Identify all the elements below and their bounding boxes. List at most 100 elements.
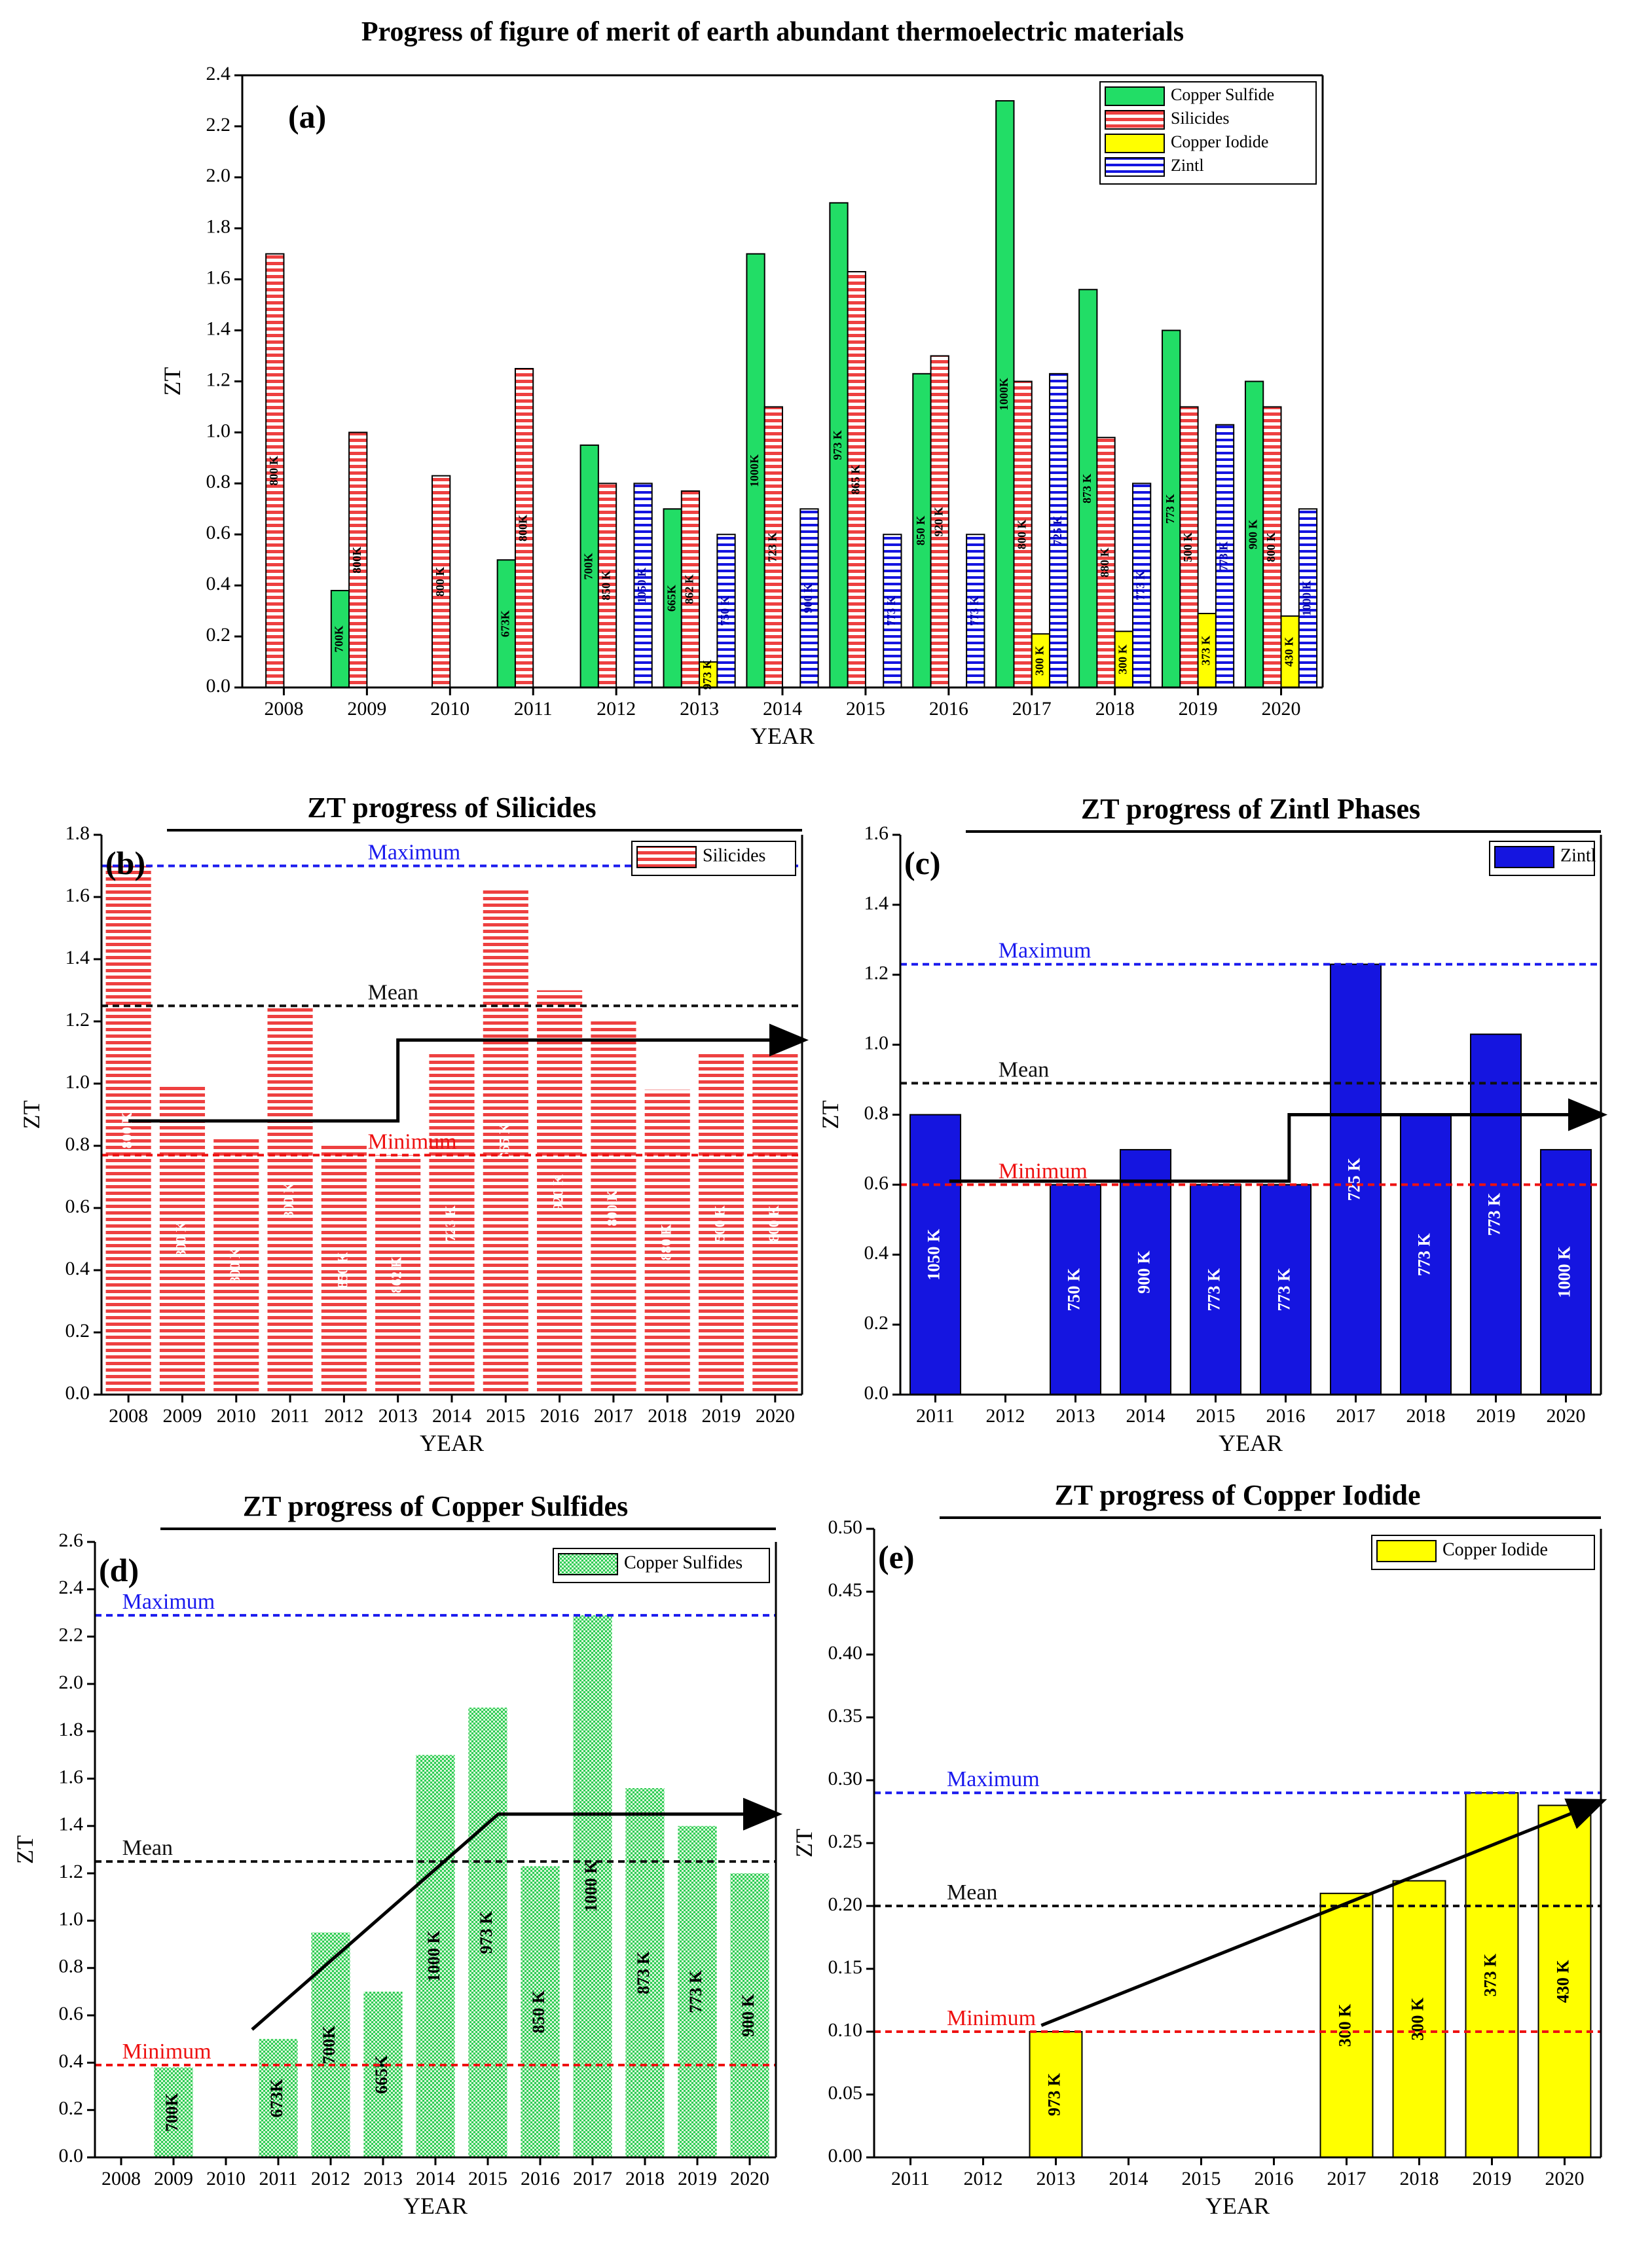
x-tick-label: 2012 (324, 1405, 363, 1427)
legend-swatch-zintl (1105, 157, 1165, 177)
bar-label: 800 K (119, 1112, 135, 1148)
x-tick-label: 2017 (594, 1405, 633, 1427)
y-tick-label: 0.35 (828, 1705, 863, 1727)
minimum-line-label: Minimum (368, 1129, 457, 1154)
bar-label: 300 K (1033, 646, 1046, 676)
y-tick-label: 1.8 (206, 216, 231, 238)
panel-a-all-materials: 700K 673K 700K 665K 1000K 973 K 850 K 1000K 873 … (159, 63, 1324, 749)
panel-d-copper-sulfides: ZT progress of Copper Sulfides 700K 673K 70… (12, 1490, 782, 2219)
x-axis-label: YEAR (420, 1430, 484, 1456)
x-tick-label: 2011 (891, 2168, 930, 2189)
y-tick-label: 1.2 (65, 1009, 90, 1031)
bar-label: 900 K (739, 1993, 758, 2037)
bar-label: 873 K (634, 1950, 653, 1994)
x-axis-label: YEAR (750, 723, 815, 749)
bar-copper_sulfide-2020 (730, 1873, 769, 2157)
bar-label: 973 K (1044, 2072, 1063, 2116)
bar-label: 750 K (718, 596, 731, 626)
y-tick-label: 0.2 (59, 2098, 84, 2119)
y-tick-label: 1.6 (864, 822, 889, 844)
y-tick-label: 0.20 (828, 1894, 863, 1915)
bar-label: 673K (498, 610, 511, 637)
bar-label: 673K (267, 2078, 286, 2117)
bar-label: 900 K (1134, 1250, 1153, 1294)
x-tick-label: 2016 (1255, 2168, 1294, 2189)
y-tick-label: 1.2 (864, 962, 889, 984)
x-tick-label: 2014 (432, 1405, 471, 1427)
y-tick-label: 1.2 (206, 369, 231, 390)
bar-label: 500 K (712, 1205, 728, 1242)
panel-title: ZT progress of Silicides (307, 792, 596, 824)
bar-silicides-2015 (483, 887, 528, 1395)
y-tick-label: 2.4 (59, 1577, 84, 1598)
bar-label: 300 K (1116, 644, 1129, 674)
bar-label: 723 K (442, 1205, 458, 1242)
panel-letter: (d) (99, 1552, 139, 1588)
y-tick-label: 2.0 (206, 165, 231, 187)
maximum-line-label: Maximum (999, 939, 1092, 963)
y-tick-label: 0.05 (828, 2082, 863, 2104)
bar-label: 800 K (173, 1221, 189, 1258)
bar-copper_sulfide-2019 (678, 1825, 717, 2157)
bar-label: 800 K (267, 456, 280, 486)
x-tick-label: 2013 (1056, 1405, 1095, 1427)
y-tick-label: 1.4 (65, 947, 90, 968)
y-tick-label: 1.4 (864, 892, 889, 914)
bar-silicides-2017 (591, 1021, 636, 1395)
bar-silicides-2012 (321, 1146, 367, 1395)
panel-letter: (e) (878, 1539, 915, 1575)
bar-copper_sulfide-2011 (259, 2039, 298, 2157)
bar-label: 800K (350, 547, 363, 574)
x-tick-label: 2017 (573, 2168, 612, 2189)
y-tick-label: 0.4 (864, 1242, 889, 1264)
bar-label: 1050 K (924, 1228, 943, 1281)
x-tick-label: 2016 (929, 698, 968, 720)
bar-copper_sulfide-2014 (416, 1755, 455, 2157)
bar-silicides-2020 (752, 1052, 798, 1395)
x-tick-label: 2012 (986, 1405, 1025, 1427)
bar-zintl-2016 (1259, 1184, 1312, 1395)
y-tick-label: 0.0 (864, 1382, 889, 1404)
bar-copper_sulfide-2009 (154, 2067, 193, 2157)
legend-label: Silicides (703, 845, 765, 866)
minimum-line-label: Minimum (122, 2040, 211, 2064)
y-tick-label: 0.45 (828, 1579, 863, 1601)
panel-b-silicides: ZT progress of Silicides 800 K 800 K 800 K 8… (18, 792, 809, 1456)
y-tick-label: 2.4 (206, 63, 231, 84)
mean-line-label: Mean (368, 980, 418, 1004)
x-tick-label: 2014 (763, 698, 802, 720)
y-tick-label: 1.2 (59, 1861, 84, 1882)
panel-title: ZT progress of Copper Iodide (1054, 1479, 1420, 1511)
bar-label: 773 K (1164, 494, 1177, 524)
bar-copper_sulfide-2017 (995, 100, 1015, 689)
y-tick-label: 0.00 (828, 2145, 863, 2167)
bar-label: 773 K (1204, 1268, 1223, 1311)
bar-silicides-2019 (1179, 406, 1199, 688)
x-tick-label: 2010 (206, 2168, 246, 2189)
bar-label: 373 K (1199, 636, 1212, 666)
y-tick-label: 0.4 (65, 1258, 90, 1279)
bar-zintl-2019 (1469, 1033, 1522, 1395)
bar-zintl-2014 (1119, 1148, 1172, 1395)
x-tick-label: 2018 (1095, 698, 1135, 720)
bar-label: 900 K (1247, 519, 1260, 549)
y-axis-label: ZT (791, 1829, 817, 1858)
bar-label: 773 K (1274, 1268, 1293, 1311)
x-tick-label: 2010 (217, 1405, 256, 1427)
bar-silicides-2011 (267, 1006, 313, 1395)
panel-letter: (b) (105, 845, 145, 881)
bar-label: 773 K (885, 596, 898, 626)
bar-zintl-2013 (1049, 1184, 1102, 1395)
y-tick-label: 0.0 (206, 675, 231, 697)
x-tick-label: 2016 (521, 2168, 560, 2189)
bar-label: 800 K (1264, 532, 1277, 562)
y-tick-label: 1.6 (206, 267, 231, 289)
minimum-line-label: Minimum (999, 1159, 1088, 1183)
y-tick-label: 0.2 (65, 1320, 90, 1342)
bar-silicides-2013 (375, 1155, 421, 1395)
x-tick-label: 2015 (846, 698, 885, 720)
y-tick-label: 0.6 (864, 1172, 889, 1194)
y-axis-label: ZT (817, 1101, 843, 1129)
bar-label: 862 K (388, 1256, 405, 1293)
